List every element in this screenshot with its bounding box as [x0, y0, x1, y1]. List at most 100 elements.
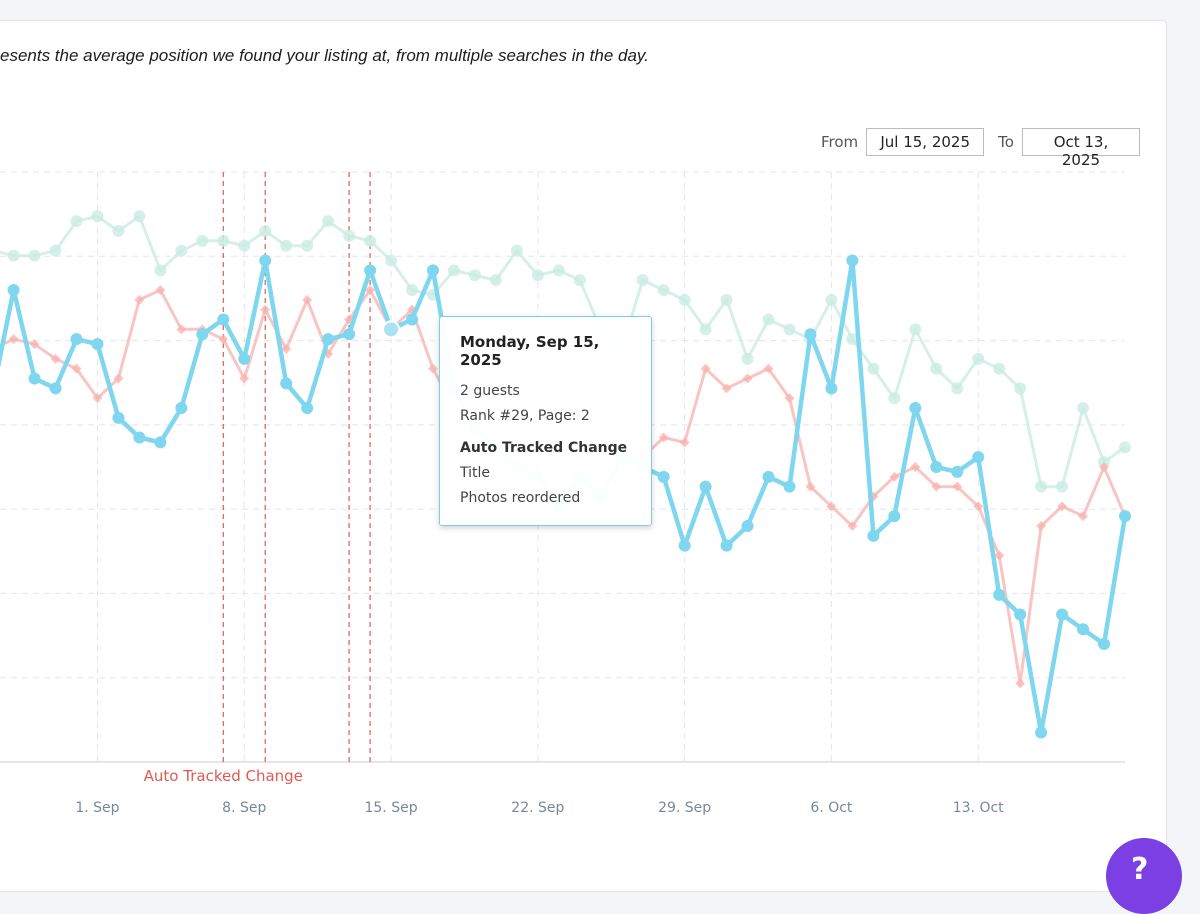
tertiary-point	[657, 284, 670, 296]
tertiary-point	[28, 249, 41, 262]
secondary-point	[826, 501, 837, 512]
primary-point	[217, 313, 230, 326]
secondary-point	[700, 363, 711, 374]
primary-point	[7, 284, 20, 296]
primary-point	[1014, 608, 1027, 621]
tertiary-point	[846, 333, 859, 346]
primary-point	[259, 254, 272, 267]
tertiary-point	[112, 225, 125, 237]
x-tick-label: 15. Sep	[364, 800, 417, 816]
tertiary-point	[888, 392, 901, 405]
primary-point	[867, 529, 880, 542]
secondary-point	[427, 363, 438, 374]
tertiary-point	[1014, 382, 1027, 395]
primary-point	[406, 313, 419, 326]
tertiary-point	[930, 362, 943, 375]
tertiary-point	[385, 254, 398, 267]
secondary-point	[952, 481, 963, 492]
tertiary-point	[489, 274, 502, 287]
primary-point	[741, 520, 754, 532]
primary-point	[762, 470, 775, 483]
tertiary-point	[1035, 480, 1048, 493]
primary-point	[112, 411, 125, 424]
secondary-point	[71, 363, 82, 374]
tertiary-point	[720, 293, 733, 306]
tertiary-point	[70, 215, 83, 228]
from-label: From	[821, 133, 859, 151]
secondary-point	[889, 471, 900, 482]
from-date-input[interactable]: Jul 15, 2025	[866, 128, 985, 156]
primary-point	[909, 402, 922, 414]
tertiary-point	[699, 323, 712, 336]
x-tick-label: 13. Oct	[953, 800, 1004, 816]
tertiary-point	[867, 362, 880, 375]
secondary-point	[658, 432, 669, 443]
primary-point	[28, 372, 41, 385]
secondary-point	[1078, 511, 1089, 522]
secondary-point	[973, 501, 984, 512]
x-tick-label: 22. Sep	[511, 800, 564, 816]
tooltip-guests: 2 guests	[460, 383, 520, 399]
primary-point	[364, 264, 377, 277]
primary-point	[993, 588, 1006, 601]
secondary-point	[260, 304, 271, 315]
secondary-point	[134, 294, 145, 305]
tertiary-point	[1056, 480, 1069, 493]
secondary-point	[92, 393, 103, 404]
x-tick-label: 1. Sep	[75, 800, 119, 816]
tertiary-point	[636, 274, 649, 287]
annotation-label: Auto Tracked Change	[144, 767, 303, 785]
secondary-point	[763, 363, 774, 374]
tertiary-point	[993, 362, 1006, 375]
secondary-point	[176, 324, 187, 335]
tertiary-point	[49, 244, 62, 257]
secondary-point	[1036, 521, 1047, 531]
primary-point	[804, 328, 817, 341]
primary-point	[301, 402, 314, 414]
primary-point	[1098, 638, 1111, 650]
to-date-input[interactable]: Oct 13, 2025	[1021, 128, 1140, 169]
tertiary-point	[343, 229, 356, 242]
primary-point	[133, 431, 146, 444]
secondary-point	[1015, 678, 1026, 689]
primary-point	[846, 254, 859, 267]
primary-point	[280, 377, 293, 390]
tertiary-point	[280, 239, 293, 252]
primary-point	[322, 333, 335, 346]
tertiary-point	[573, 274, 586, 287]
secondary-point	[1057, 501, 1068, 512]
secondary-point	[742, 373, 753, 384]
secondary-point	[113, 373, 124, 384]
tooltip-date: Monday, Sep 15, 2025	[460, 333, 600, 369]
tertiary-point	[447, 264, 460, 277]
tertiary-point	[175, 244, 188, 257]
tertiary-point	[741, 352, 754, 365]
secondary-point	[239, 373, 250, 384]
x-tick-label: 29. Sep	[658, 800, 711, 816]
tertiary-point	[7, 249, 20, 262]
help-chat-button[interactable]: ?	[1106, 838, 1182, 914]
tertiary-point	[406, 284, 419, 296]
tertiary-point	[364, 234, 377, 247]
primary-point	[238, 352, 251, 365]
primary-point	[972, 451, 985, 464]
chart-tooltip: Monday, Sep 15, 2025 2 guests Rank #29, …	[439, 316, 652, 526]
secondary-point	[281, 344, 292, 354]
primary-point	[825, 382, 838, 395]
primary-point	[91, 338, 104, 351]
tertiary-point	[678, 293, 691, 306]
secondary-point	[8, 334, 19, 345]
primary-point	[1035, 726, 1048, 739]
help-icon: ?	[1131, 852, 1149, 887]
tertiary-point	[238, 239, 251, 252]
tertiary-point	[133, 210, 146, 223]
primary-point	[720, 539, 733, 552]
primary-point	[699, 480, 712, 493]
primary-point	[678, 539, 691, 552]
secondary-point	[847, 521, 858, 531]
secondary-point	[805, 481, 816, 492]
secondary-point	[910, 462, 921, 472]
secondary-point	[155, 285, 166, 295]
tertiary-point	[762, 313, 775, 326]
primary-point	[1119, 510, 1131, 523]
